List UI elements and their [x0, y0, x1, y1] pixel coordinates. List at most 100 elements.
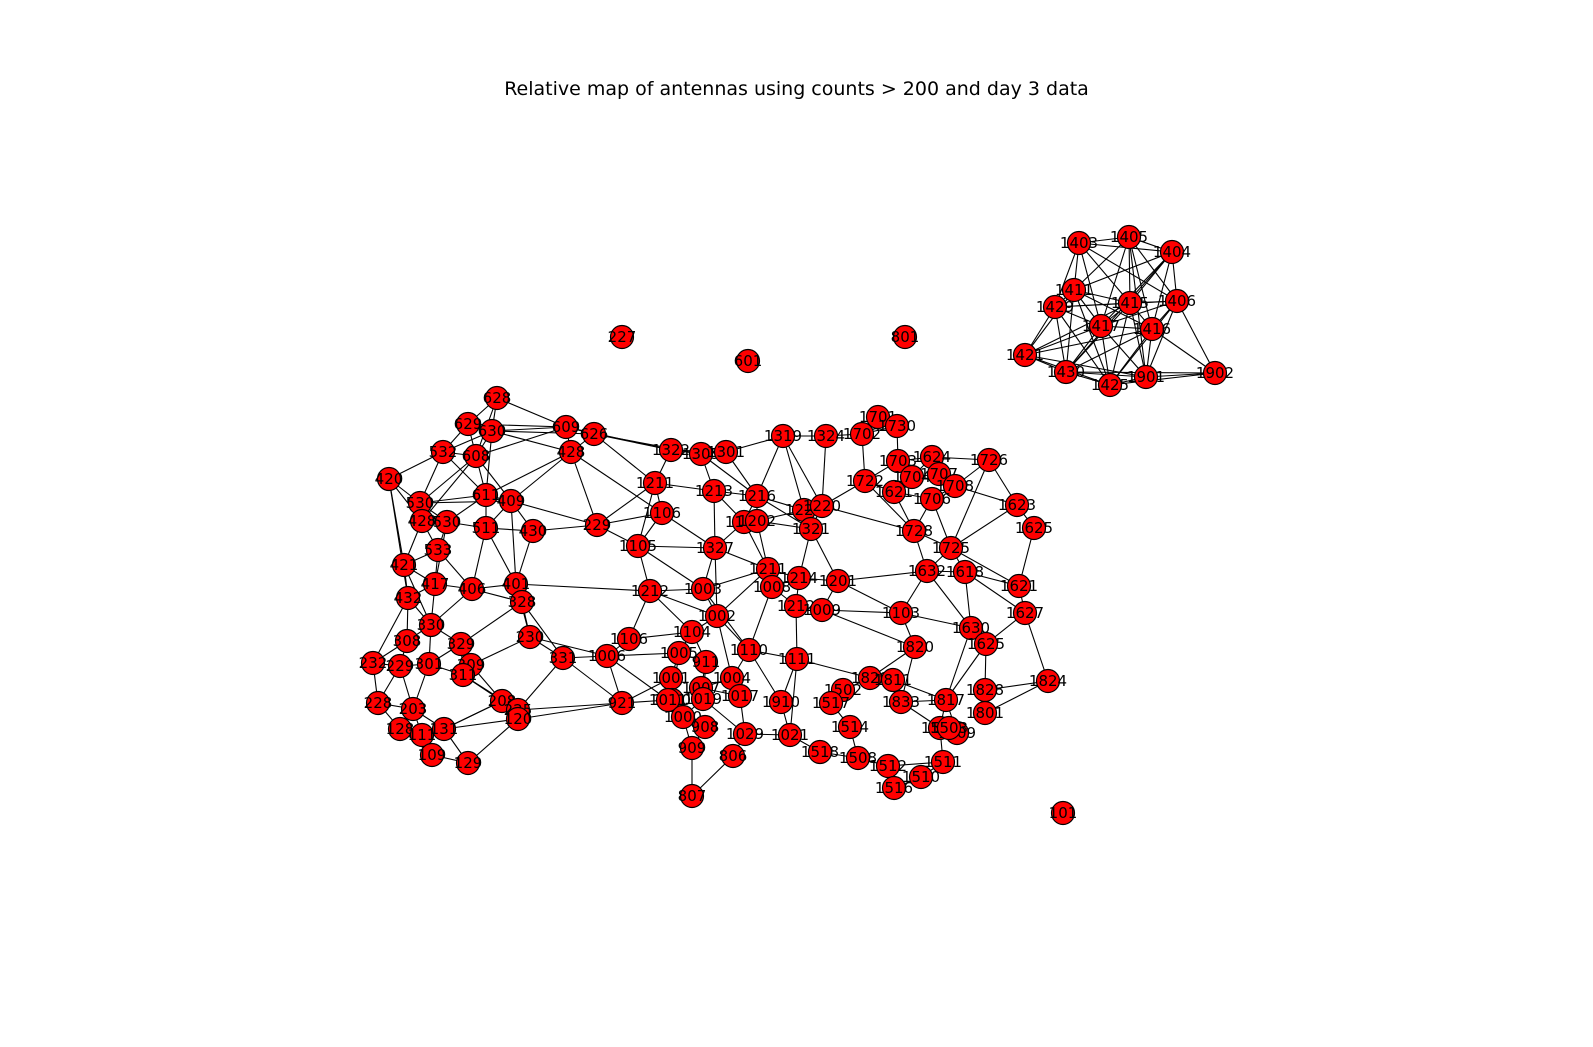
node-circle [770, 423, 796, 449]
node-1104: 1104 [673, 619, 711, 645]
node-1430: 1430 [1047, 359, 1085, 385]
edge-608-530 [419, 455, 477, 504]
node-1416: 1416 [1133, 316, 1171, 342]
node-label: 1708 [936, 477, 974, 495]
node-label: 1006 [588, 647, 626, 665]
node-1404: 1404 [1153, 239, 1191, 265]
node-circle [422, 571, 448, 597]
node-1111: 1111 [778, 646, 816, 672]
node-1725: 1725 [932, 535, 970, 561]
node-1824: 1824 [1029, 668, 1067, 694]
node-circle [852, 468, 878, 494]
node-1902: 1902 [1196, 360, 1234, 386]
node-label: 1703 [879, 452, 917, 470]
node-label: 120 [504, 710, 533, 728]
node-circle [809, 493, 835, 519]
node-label: 1005 [660, 644, 698, 662]
node-label: 1019 [684, 690, 722, 708]
node-label: 1902 [1196, 364, 1234, 382]
node-circle [813, 423, 839, 449]
node-label: 1429 [1036, 298, 1074, 316]
node-circle [914, 558, 940, 584]
node-406: 406 [458, 576, 486, 602]
node-label: 1730 [878, 417, 916, 435]
node-label: 1702 [843, 425, 881, 443]
node-circle [376, 466, 402, 492]
edge-131-120 [443, 718, 519, 730]
node-1110: 1110 [730, 637, 768, 663]
node-label: 1817 [927, 691, 965, 709]
node-label: 1106 [610, 630, 648, 648]
node-circle [825, 568, 851, 594]
edge-1618-1627 [964, 571, 1026, 614]
edge-1411-1416 [1073, 289, 1153, 330]
node-circle [938, 535, 964, 561]
node-label: 1305 [682, 445, 720, 463]
node-label: 626 [580, 425, 609, 443]
node-1512: 1512 [869, 753, 907, 779]
node-label: 511 [472, 519, 501, 537]
node-label: 1202 [738, 512, 776, 530]
node-1029: 1029 [726, 721, 764, 747]
node-1910: 1910 [762, 689, 800, 715]
edge-401-1212 [515, 583, 651, 592]
node-circle [908, 764, 934, 790]
node-circle [360, 650, 386, 676]
node-circle [1202, 360, 1228, 386]
node-628: 628 [483, 385, 511, 411]
node-label: 1421 [1006, 346, 1044, 364]
node-1421: 1421 [1006, 342, 1044, 368]
node-circle [1012, 600, 1038, 626]
node-circle [976, 447, 1002, 473]
node-circle [936, 715, 962, 741]
node-630: 630 [478, 418, 506, 444]
node-203: 203 [399, 696, 427, 722]
node-label: 230 [516, 628, 545, 646]
node-circle [416, 651, 442, 677]
node-626: 626 [580, 421, 609, 447]
node-circle [880, 667, 906, 693]
node-label: 1630 [952, 619, 990, 637]
edge-331-921 [562, 657, 623, 704]
node-circle [670, 704, 696, 730]
node-label: 1508 [839, 749, 877, 767]
edge-1105-1327 [637, 545, 716, 549]
node-label: 1405 [1110, 228, 1148, 246]
node-1202: 1202 [738, 508, 776, 534]
node-circle [1139, 316, 1165, 342]
edge-1404-1417 [1100, 251, 1173, 327]
node-1728: 1728 [895, 518, 933, 544]
node-label: 1216 [738, 487, 776, 505]
node-1630: 1630 [952, 615, 990, 641]
node-circle [479, 418, 505, 444]
node-label: 1319 [764, 427, 802, 445]
node-1730: 1730 [878, 413, 916, 439]
node-label: 430 [519, 522, 548, 540]
edge-1415-1421 [1024, 302, 1131, 356]
node-1417: 1417 [1082, 313, 1120, 339]
edge-120-921 [517, 702, 623, 720]
node-circle [498, 488, 524, 514]
edge-630-609 [491, 426, 567, 432]
node-label: 1220 [803, 497, 841, 515]
node-908: 908 [691, 714, 720, 740]
edge-1406-1417 [1100, 300, 1178, 327]
node-1722: 1722 [846, 468, 884, 494]
node-1003: 1003 [684, 576, 722, 602]
node-circle [1042, 294, 1068, 320]
node-circle [888, 689, 914, 715]
node-label: 1514 [831, 718, 869, 736]
node-label: 1511 [924, 753, 962, 771]
node-1517: 1517 [812, 690, 850, 716]
node-circle [930, 749, 956, 775]
node-circle [701, 478, 727, 504]
node-label: 532 [429, 443, 458, 461]
node-label: 1518 [801, 743, 839, 761]
node-circle [888, 600, 914, 626]
node-circle [688, 441, 714, 467]
node-circle [450, 662, 476, 688]
node-circle [365, 690, 391, 716]
node-label: 908 [691, 718, 720, 736]
node-label: 328 [508, 593, 537, 611]
